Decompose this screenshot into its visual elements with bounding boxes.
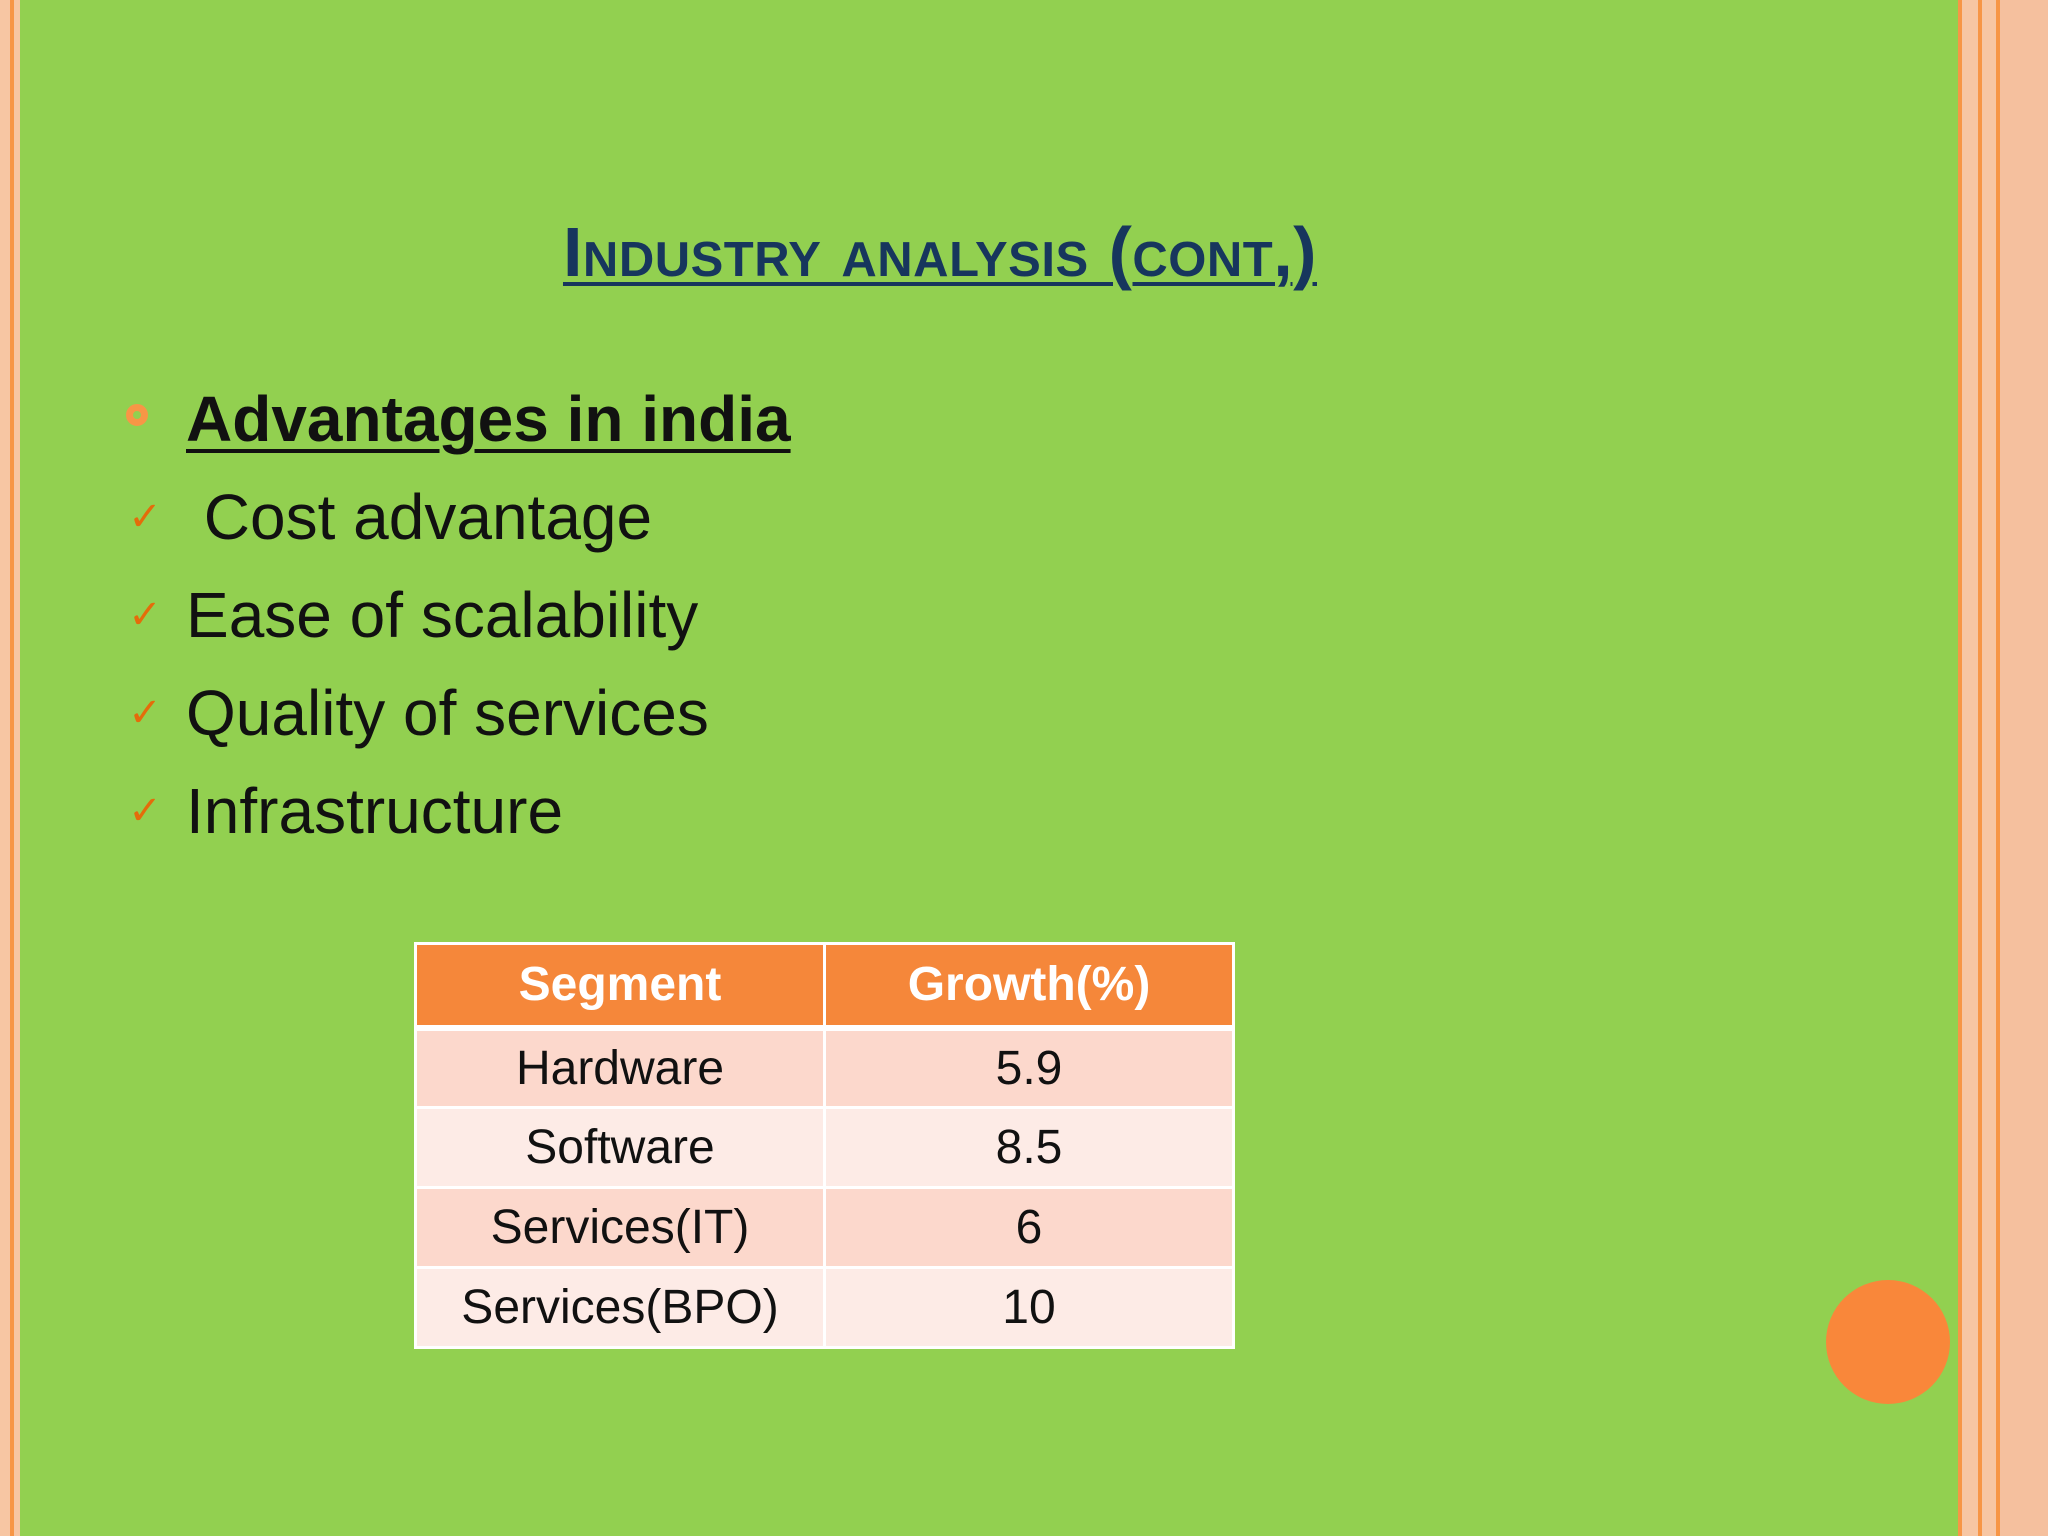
segment-cell: Services(BPO) xyxy=(414,1266,826,1349)
segment-cell: Hardware xyxy=(414,1026,826,1109)
right-stripe-decoration xyxy=(2000,0,2048,1536)
right-stripe-decoration xyxy=(1982,0,1996,1536)
list-heading: Advantages in india xyxy=(120,370,791,468)
growth-cell: 5.9 xyxy=(823,1026,1235,1109)
column-header-growth: Growth(%) xyxy=(823,942,1235,1031)
left-stripe-decoration xyxy=(0,0,10,1536)
left-stripe-decoration xyxy=(10,0,14,1536)
table-row: Hardware 5.9 xyxy=(414,1026,1235,1109)
list-item-text: Quality of services xyxy=(186,677,709,749)
slide-title: Industry analysis (cont,) xyxy=(562,213,1317,291)
table-row: Services(BPO) 10 xyxy=(414,1266,1235,1349)
table-row: Software 8.5 xyxy=(414,1106,1235,1189)
checkmark-icon: ✓ xyxy=(128,691,162,735)
column-header-segment: Segment xyxy=(414,942,826,1031)
list-item: ✓ Quality of services xyxy=(120,664,791,762)
list-item-text: Infrastructure xyxy=(186,775,564,847)
list-item: ✓ Infrastructure xyxy=(120,762,791,860)
right-stripe-decoration xyxy=(1958,0,1962,1536)
right-stripe-decoration xyxy=(1962,0,1978,1536)
growth-cell: 6 xyxy=(823,1186,1235,1269)
right-stripe-decoration xyxy=(1996,0,2000,1536)
list-item-text: Ease of scalability xyxy=(186,579,699,651)
left-stripe-decoration xyxy=(14,0,20,1536)
orange-circle-decoration xyxy=(1826,1280,1950,1404)
right-stripe-decoration xyxy=(1978,0,1982,1536)
growth-table: Segment Growth(%) Hardware 5.9 Software … xyxy=(414,942,1235,1349)
checkmark-icon: ✓ xyxy=(128,593,162,637)
growth-cell: 10 xyxy=(823,1266,1235,1349)
ring-bullet-icon xyxy=(126,404,148,426)
checkmark-icon: ✓ xyxy=(128,495,162,539)
list-heading-text: Advantages in india xyxy=(186,383,791,455)
list-item: ✓ Cost advantage xyxy=(120,468,791,566)
list-item: ✓ Ease of scalability xyxy=(120,566,791,664)
advantages-list: Advantages in india ✓ Cost advantage ✓ E… xyxy=(120,370,791,860)
segment-cell: Services(IT) xyxy=(414,1186,826,1269)
checkmark-icon: ✓ xyxy=(128,789,162,833)
table-row: Services(IT) 6 xyxy=(414,1186,1235,1269)
table-header-row: Segment Growth(%) xyxy=(414,942,1235,1031)
segment-cell: Software xyxy=(414,1106,826,1189)
growth-cell: 8.5 xyxy=(823,1106,1235,1189)
list-item-text: Cost advantage xyxy=(186,481,653,553)
